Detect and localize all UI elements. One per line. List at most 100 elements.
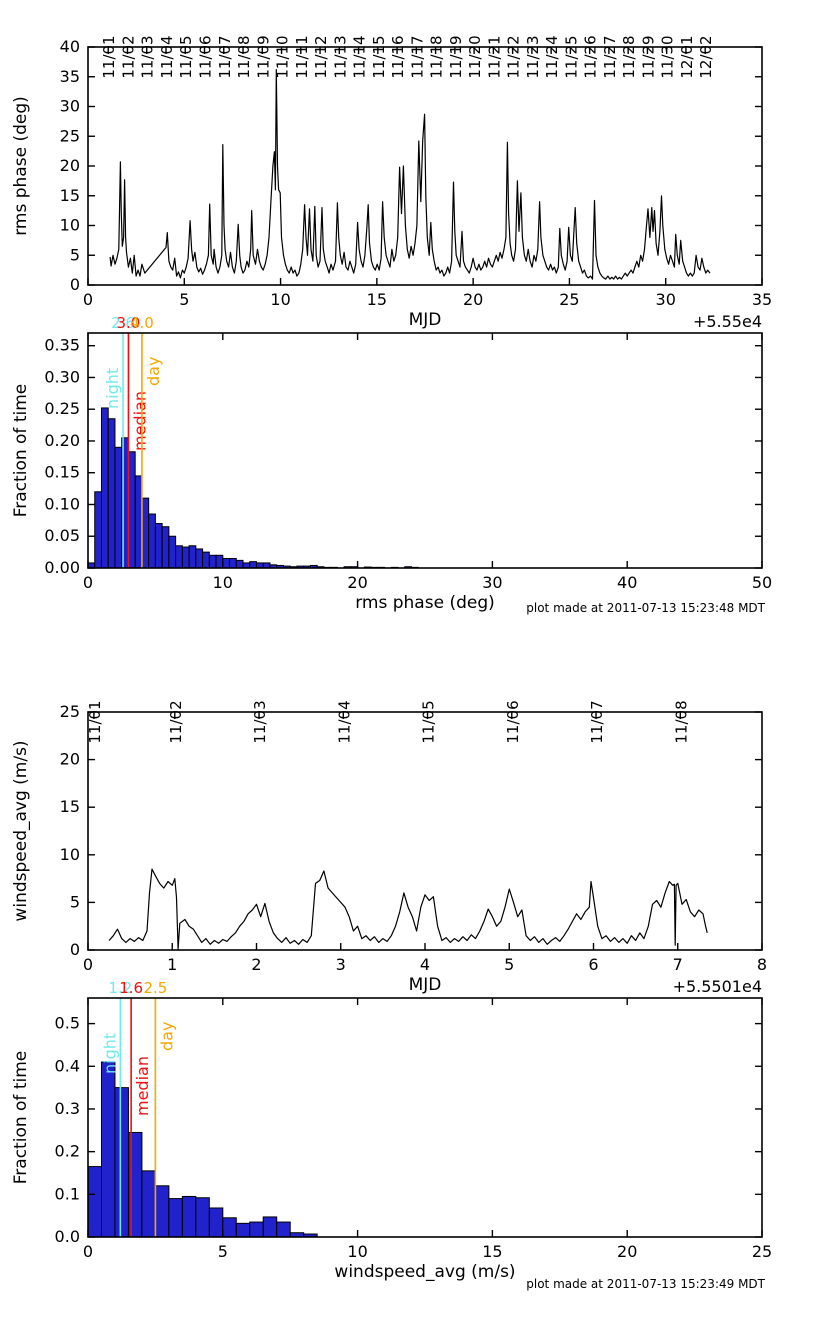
date-label: 11/28 (620, 35, 638, 78)
x-tick-label: 30 (482, 573, 502, 592)
histogram-bar (154, 523, 163, 569)
date-label: 11/01 (86, 700, 104, 743)
date-label: 11/18 (428, 35, 446, 78)
histogram-bar (202, 551, 210, 569)
y-axis-label: rms phase (deg) (11, 96, 31, 236)
y-tick-label: 0.30 (44, 367, 80, 386)
y-tick-label: 10 (60, 216, 80, 235)
y-tick-label: 25 (60, 702, 80, 721)
date-label: 11/27 (601, 35, 619, 78)
date-label: 11/19 (447, 35, 465, 78)
x-tick-label: 15 (367, 290, 387, 309)
y-tick-label: 35 (60, 67, 80, 86)
histogram-bar (127, 451, 136, 569)
date-label: 12/01 (678, 35, 696, 78)
histogram-bar (222, 557, 231, 569)
date-label: 11/21 (485, 35, 503, 78)
y-tick-label: 0.10 (44, 494, 80, 513)
x-tick-label: 20 (617, 1242, 637, 1261)
x-axis-label: rms phase (deg) (355, 593, 495, 613)
date-label: 11/06 (197, 35, 215, 78)
x-tick-label: 8 (757, 955, 767, 974)
y-tick-label: 0.20 (44, 431, 80, 450)
histogram-bar (141, 497, 150, 569)
y-tick-label: 5 (70, 892, 80, 911)
night-value-label: 1.2 (108, 979, 132, 997)
histogram-bar (141, 1170, 156, 1238)
date-label: 11/30 (659, 35, 677, 78)
date-label: 11/03 (139, 35, 157, 78)
y-tick-label: 0.35 (44, 336, 80, 355)
wind-timeseries-series-line (108, 868, 708, 950)
date-label: 11/08 (672, 700, 690, 743)
histogram-bar (249, 561, 257, 569)
x-tick-label: 5 (218, 1242, 228, 1261)
date-label: 11/06 (504, 700, 522, 743)
histogram-bar (235, 1222, 251, 1238)
day-text-label: day (144, 357, 163, 386)
timestamp-wind: plot made at 2011-07-13 15:23:49 MDT (526, 1277, 765, 1291)
y-tick-label: 0.25 (44, 399, 80, 418)
y-tick-label: 15 (60, 186, 80, 205)
date-label: 11/22 (505, 35, 523, 78)
x-offset-text: +5.55e4 (693, 312, 762, 331)
histogram-bar (100, 407, 109, 569)
y-tick-label: 20 (60, 156, 80, 175)
wind-histogram-panel: 1.2 night 1.6 median 2.5 day 0 5 10 15 20 25 0.0 0.1 0… (11, 979, 772, 1282)
date-label: 11/05 (420, 700, 438, 743)
y-axis-label: Fraction of time (11, 384, 31, 517)
day-value-label: 2.5 (143, 979, 167, 997)
date-label: 11/13 (331, 35, 349, 78)
histogram-bar (168, 535, 177, 569)
median-text-label: median (130, 391, 149, 451)
x-tick-label: 50 (752, 573, 772, 592)
y-tick-label: 0.1 (55, 1184, 80, 1203)
histogram-bar (107, 418, 116, 569)
y-axis-label: Fraction of time (11, 1051, 31, 1184)
date-label: 11/14 (351, 35, 369, 78)
x-tick-label: 25 (752, 1242, 772, 1261)
histogram-bar (114, 1087, 129, 1238)
histogram-bar (262, 1216, 278, 1238)
rms-timeseries-series-line (109, 68, 711, 280)
date-label: 11/07 (588, 700, 606, 743)
x-tick-label: 40 (617, 573, 637, 592)
date-label: 11/26 (582, 35, 600, 78)
y-tick-label: 0.4 (55, 1056, 80, 1075)
rms-timeseries-panel: 0 5 10 15 20 25 30 35 0 5 10 15 20 25 30 35 40 11/01 11/02… (11, 35, 772, 331)
histogram-bar (181, 1195, 197, 1238)
histogram-bar (134, 475, 143, 569)
date-label: 11/16 (389, 35, 407, 78)
median-value-label: 1.6 (119, 979, 143, 997)
date-label: 11/12 (312, 35, 330, 78)
x-tick-label: 15 (482, 1242, 502, 1261)
date-label: 11/03 (251, 700, 269, 743)
histogram-bar (208, 1207, 224, 1238)
axes-box (87, 711, 763, 951)
histogram-bar (208, 554, 217, 569)
date-label: 11/10 (274, 35, 292, 78)
night-text-label: night (103, 368, 122, 409)
y-tick-label: 0.3 (55, 1099, 80, 1118)
timestamp-rms: plot made at 2011-07-13 15:23:48 MDT (526, 601, 765, 615)
date-label: 11/17 (408, 35, 426, 78)
y-tick-label: 25 (60, 126, 80, 145)
x-tick-label: 2 (251, 955, 261, 974)
y-tick-label: 0.00 (44, 558, 80, 577)
x-tick-label: 0 (83, 573, 93, 592)
day-text-label: day (157, 1022, 176, 1051)
histogram-bar (181, 546, 190, 569)
x-tick-label: 6 (588, 955, 598, 974)
day-value-label: 4.0 (130, 314, 154, 332)
x-tick-label: 0 (83, 290, 93, 309)
y-tick-label: 0 (70, 940, 80, 959)
y-tick-label: 20 (60, 750, 80, 769)
y-tick-label: 0.2 (55, 1142, 80, 1161)
median-text-label: median (133, 1056, 152, 1116)
date-label: 11/23 (524, 35, 542, 78)
histogram-bar (249, 1221, 264, 1238)
histogram-bar (168, 1198, 183, 1238)
y-axis-label: windspeed_avg (m/s) (11, 740, 31, 921)
median-value-label: 3.0 (117, 314, 141, 332)
x-tick-label: 35 (752, 290, 772, 309)
